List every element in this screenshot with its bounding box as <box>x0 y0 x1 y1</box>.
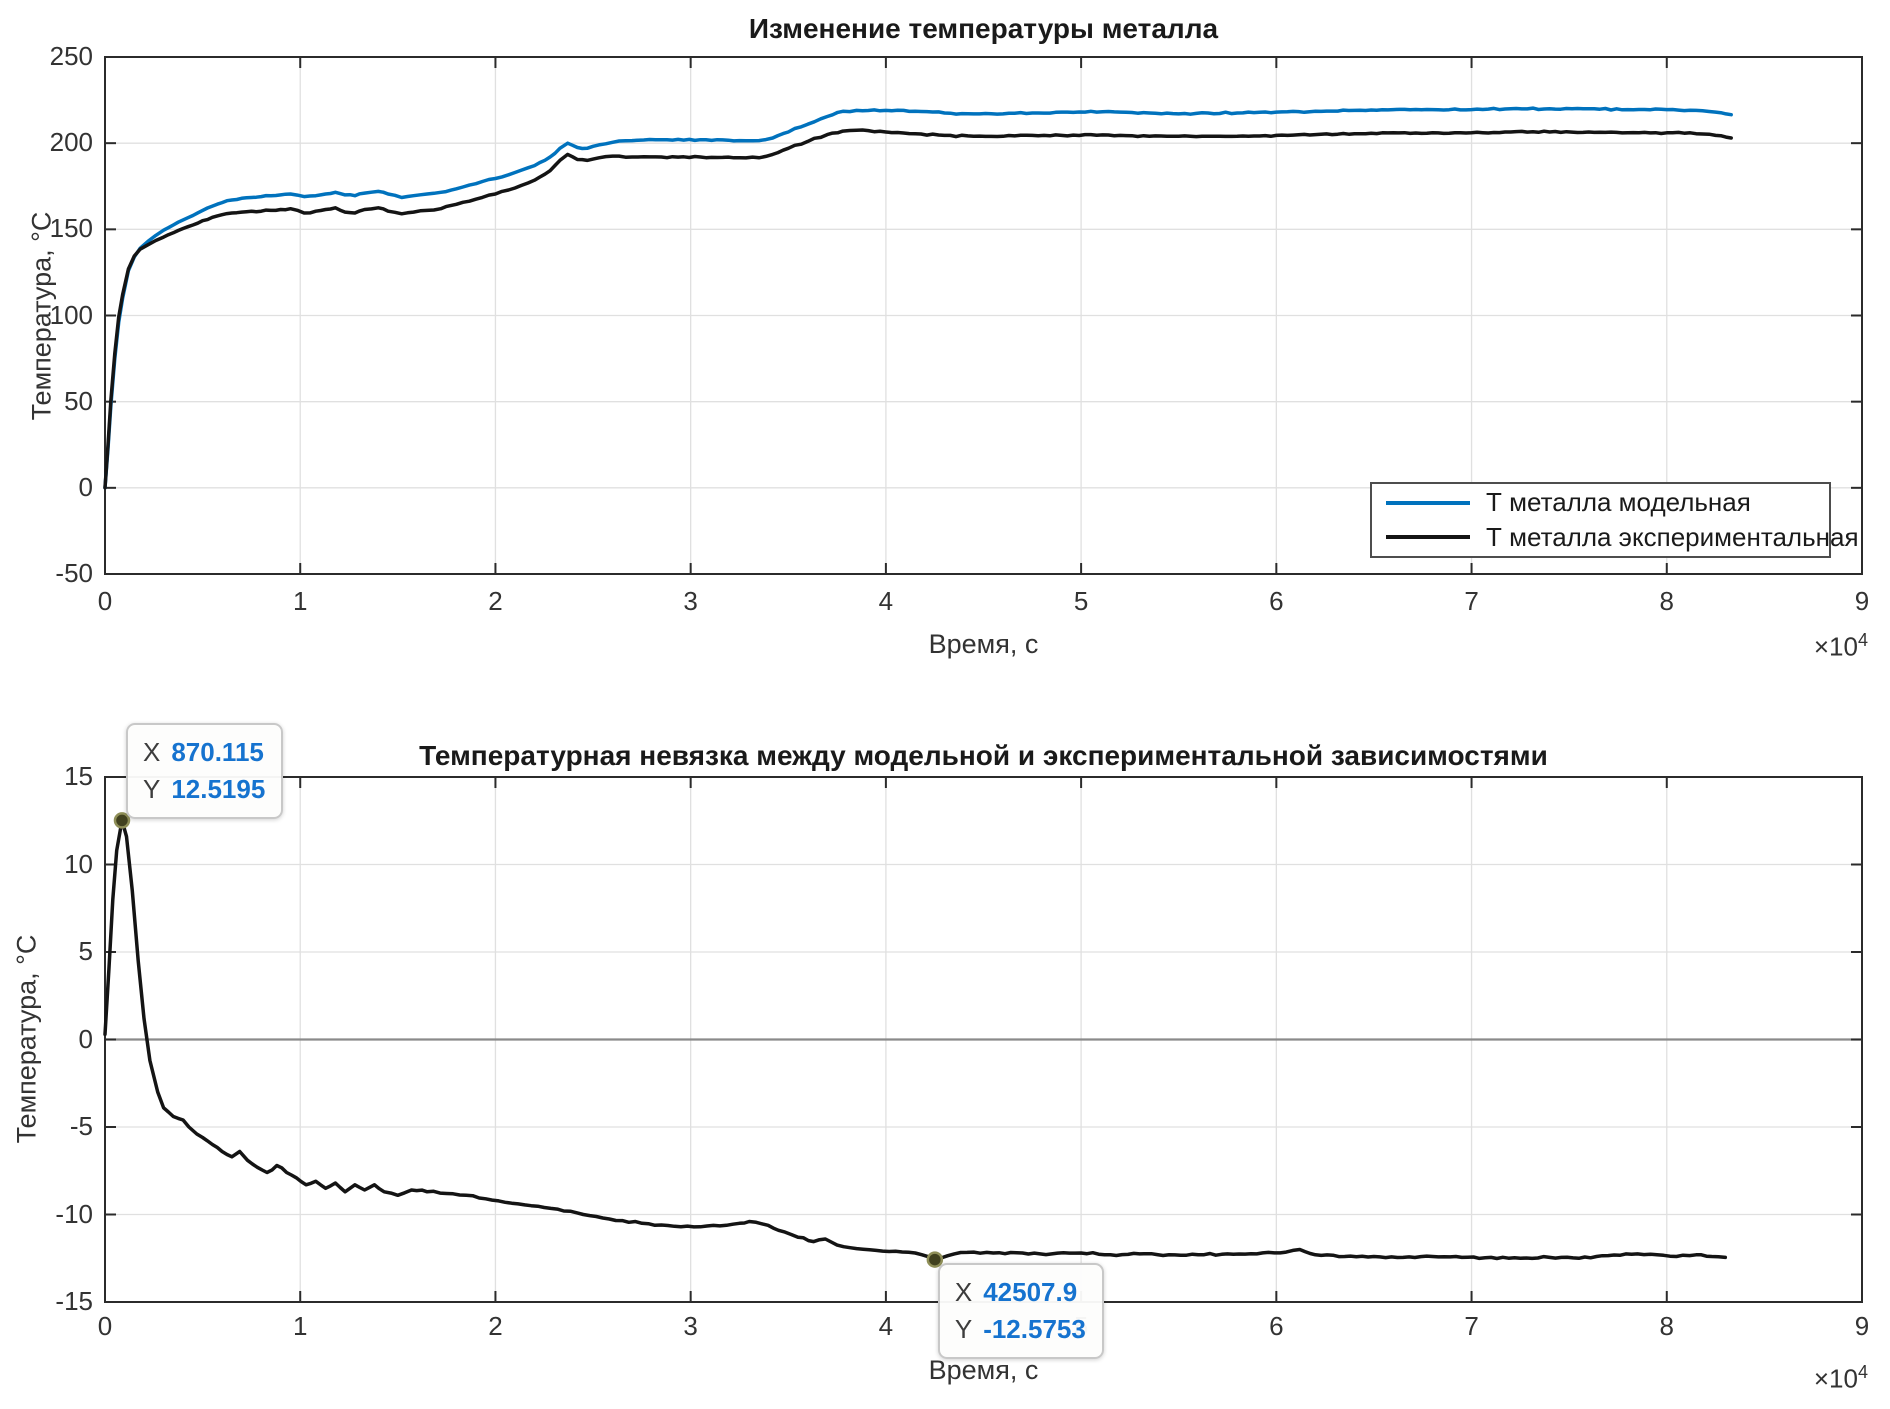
datatip-y-row: Y 12.5195 <box>143 771 265 808</box>
datatip-y-key: Y <box>954 1313 973 1344</box>
y-tick-label: 0 <box>78 471 93 502</box>
datatip-marker[interactable] <box>113 812 131 829</box>
y-tick-label: 50 <box>64 385 93 416</box>
x-tick-label: 9 <box>1854 586 1870 616</box>
legend-entry-model[interactable]: Т металла модельная <box>1372 487 1829 518</box>
legend-line-sample-experimental <box>1386 535 1470 540</box>
x-tick-label: 1 <box>292 586 308 616</box>
bottom-chart-exponent: ×104 <box>1814 1362 1868 1395</box>
x-tick-label: 9 <box>1854 1311 1870 1341</box>
datatip-y-key: Y <box>142 774 161 805</box>
x-tick-label: 0 <box>97 586 113 616</box>
y-tick-label: 150 <box>49 213 93 244</box>
y-tick-label: -5 <box>69 1111 93 1141</box>
y-tick-label: 100 <box>49 299 93 330</box>
x-tick-label: 3 <box>683 586 698 616</box>
y-tick-label: -10 <box>55 1198 93 1229</box>
y-tick-label: 10 <box>64 848 93 879</box>
x-tick-label: 1 <box>292 1311 308 1341</box>
y-tick-label: 15 <box>64 761 93 791</box>
exponent-base: ×10 <box>1813 631 1858 662</box>
datatip-y-value: 12.5195 <box>171 774 266 805</box>
x-tick-label: 4 <box>878 586 894 616</box>
y-tick-label: -50 <box>55 558 93 588</box>
legend[interactable]: Т металла модельная Т металла эксперимен… <box>1370 482 1859 558</box>
datatip-marker[interactable] <box>926 1251 944 1268</box>
datatip-x-key: X <box>954 1276 973 1307</box>
x-tick-label: 6 <box>1269 1311 1284 1341</box>
x-tick-label: 8 <box>1659 1311 1674 1341</box>
grid-lines <box>105 777 1862 1302</box>
top-chart-title: Изменение температуры металла <box>748 13 1219 44</box>
datatip-x-value: 870.115 <box>171 737 264 768</box>
x-tick-label: 5 <box>1073 586 1089 616</box>
datatip-peak[interactable]: X 870.115 Y 12.5195 <box>125 723 284 820</box>
y-tick-label: 200 <box>49 127 93 158</box>
y-tick-label: 0 <box>78 1023 93 1054</box>
legend-label-experimental: Т металла экспериментальная <box>1486 521 1859 552</box>
x-tick-label: 6 <box>1269 586 1284 616</box>
bottom-chart-title: Температурная невязка между модельной и … <box>419 740 1548 771</box>
y-tick-label: 250 <box>49 41 93 71</box>
x-tick-label: 0 <box>97 1311 113 1341</box>
curve-experimental[interactable] <box>103 128 1733 490</box>
datatip-x-row: X 42507.9 <box>955 1274 1086 1311</box>
curve-model[interactable] <box>103 106 1733 490</box>
datatip-x-key: X <box>142 737 161 768</box>
legend-line-sample-model <box>1386 500 1470 505</box>
datatip-x-row: X 870.115 <box>143 734 265 771</box>
legend-label-model: Т металла модельная <box>1486 487 1751 518</box>
exponent-base: ×10 <box>1813 1363 1858 1394</box>
y-tick-label: -15 <box>55 1286 93 1316</box>
curve-residual[interactable] <box>103 818 1728 1262</box>
x-tick-label: 2 <box>488 1311 503 1341</box>
x-tick-label: 7 <box>1464 1311 1479 1341</box>
datatip-minimum[interactable]: X 42507.9 Y -12.5753 <box>937 1262 1104 1359</box>
x-tick-label: 7 <box>1464 586 1479 616</box>
datatip-x-value: 42507.9 <box>983 1276 1078 1307</box>
top-chart-xlabel: Время, с <box>928 629 1039 659</box>
bottom-chart-xlabel: Время, с <box>928 1355 1039 1385</box>
datatip-y-row: Y -12.5753 <box>955 1311 1086 1348</box>
top-chart-exponent: ×104 <box>1814 630 1868 663</box>
x-tick-label: 4 <box>878 1311 894 1341</box>
exponent-power: 4 <box>1857 630 1868 650</box>
x-tick-label: 3 <box>683 1311 698 1341</box>
y-tick-label: 5 <box>78 936 93 966</box>
x-tick-label: 2 <box>488 586 503 616</box>
exponent-power: 4 <box>1857 1362 1868 1382</box>
x-tick-label: 8 <box>1659 586 1674 616</box>
datatip-y-value: -12.5753 <box>983 1313 1086 1344</box>
legend-entry-experimental[interactable]: Т металла экспериментальная <box>1372 522 1859 553</box>
